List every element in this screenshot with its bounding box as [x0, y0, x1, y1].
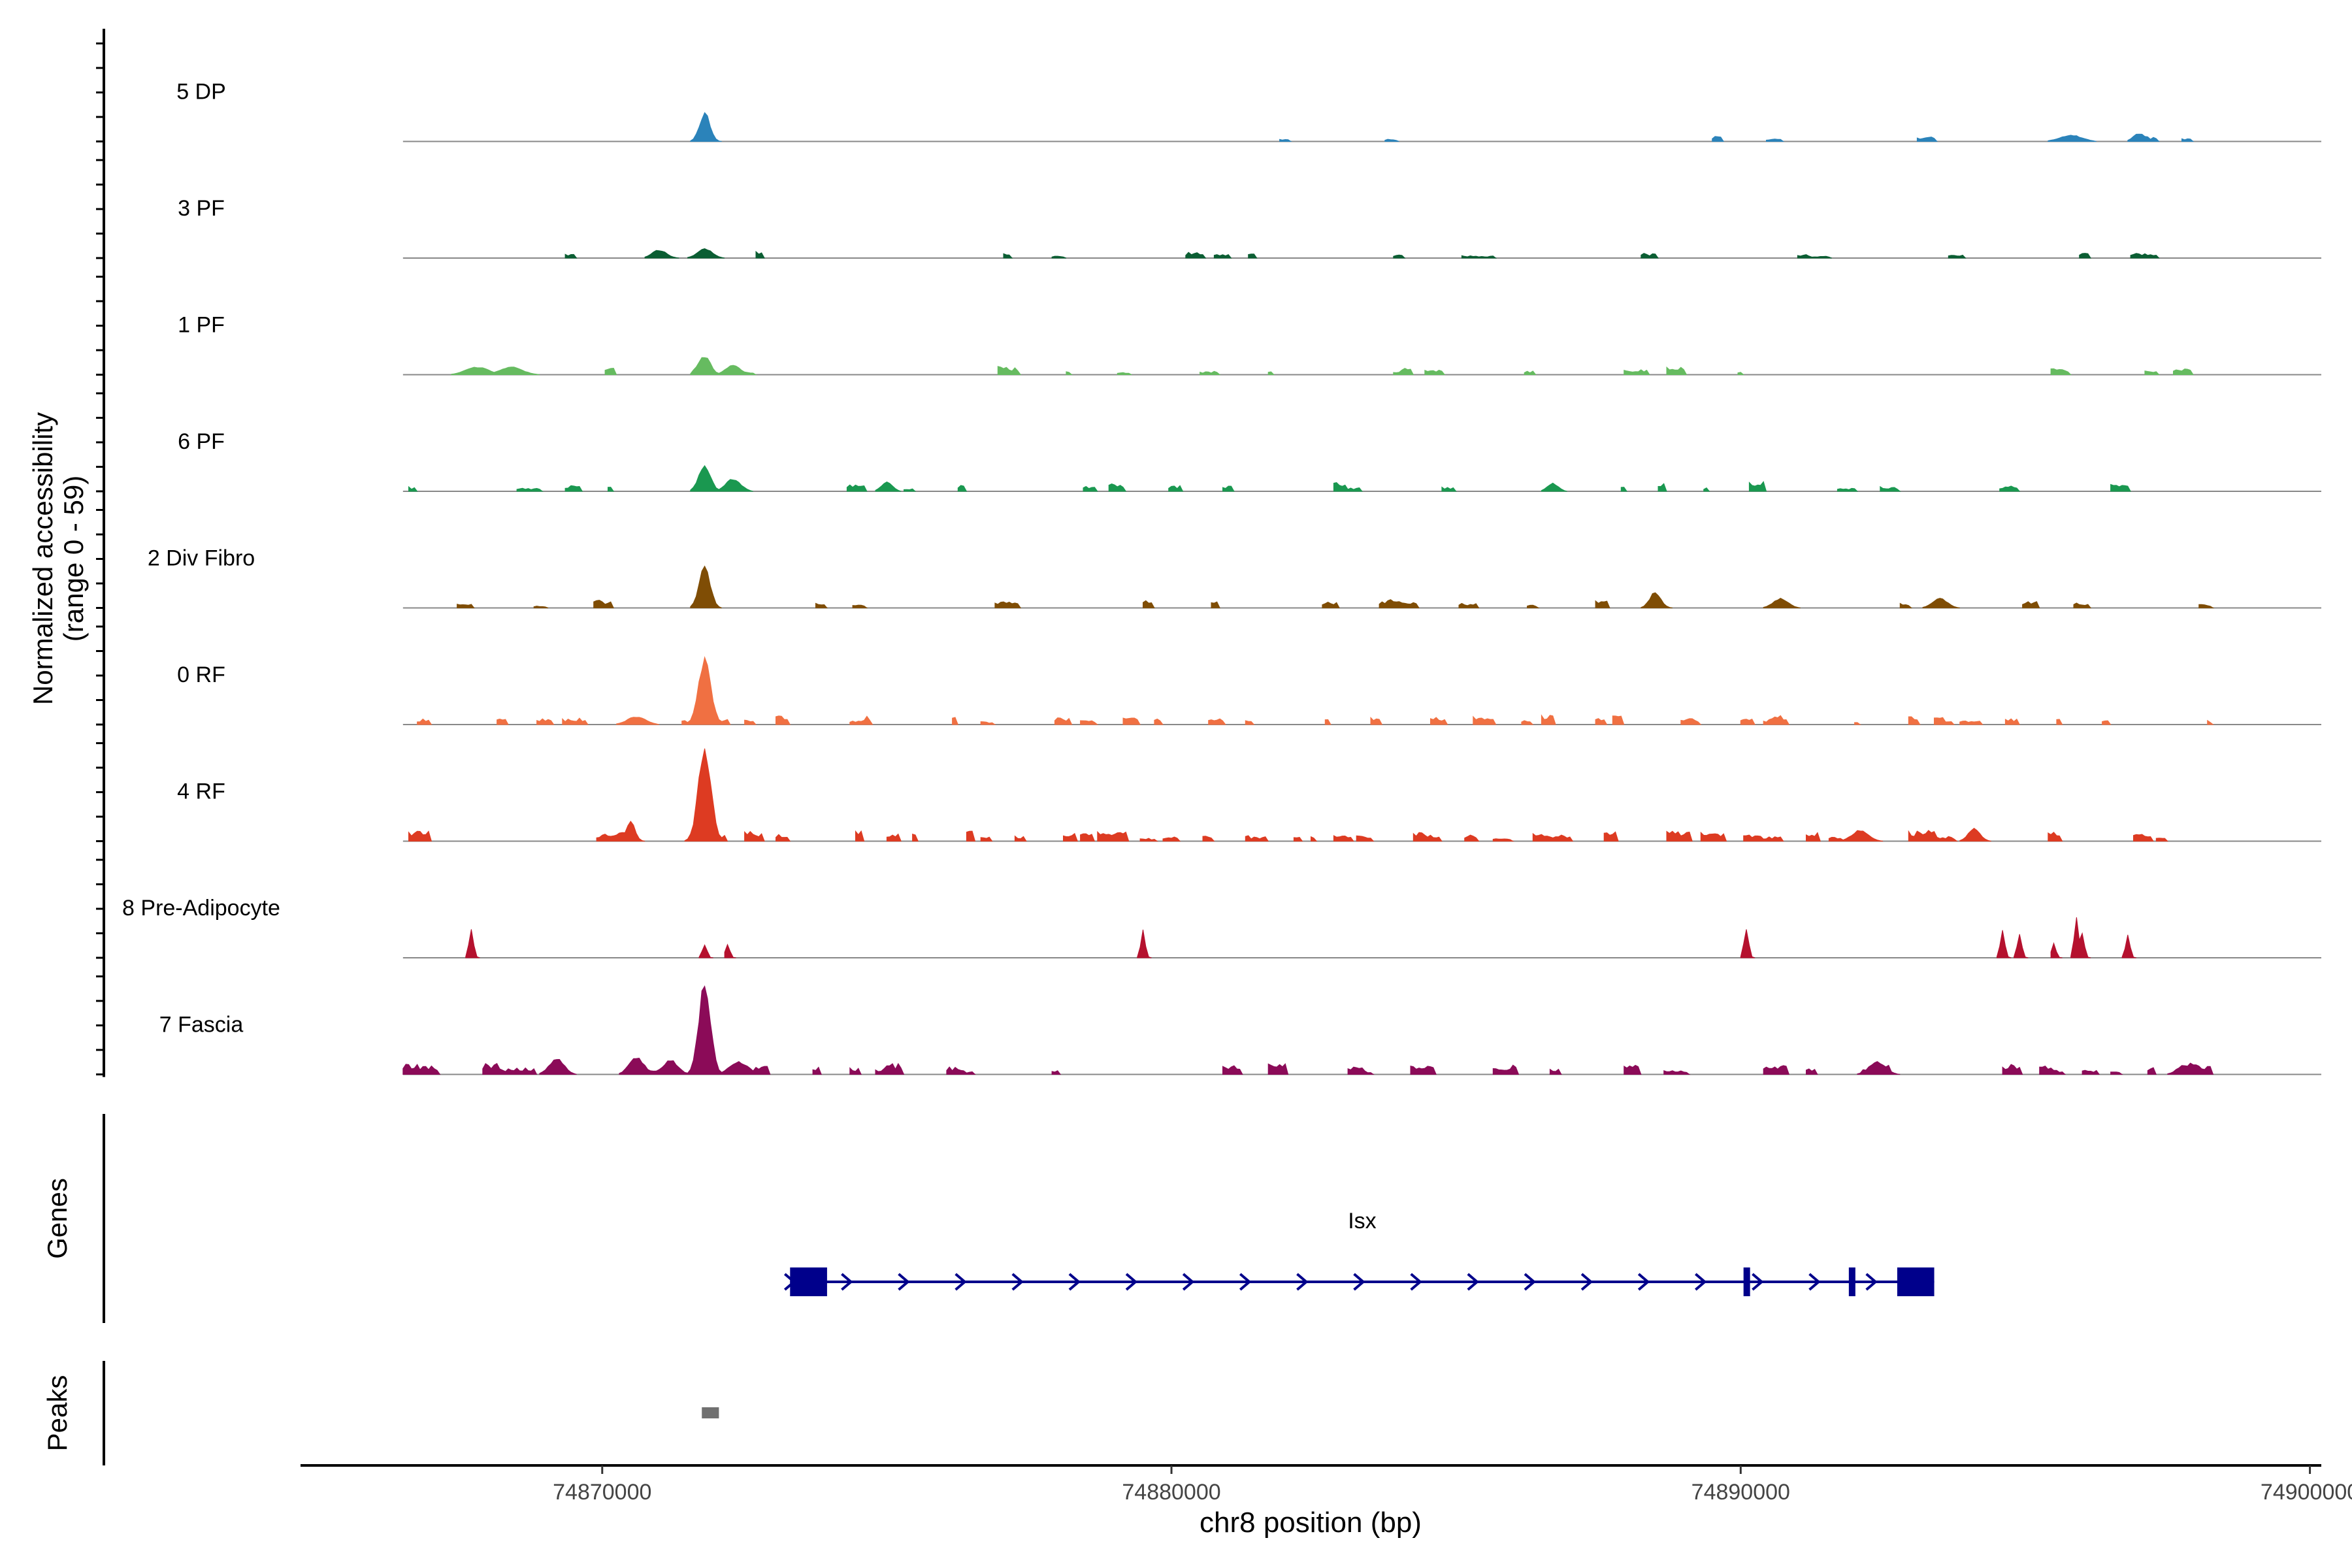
x-tick-label: 74880000 [1122, 1480, 1220, 1505]
strand-arrow [1808, 1273, 1821, 1291]
strand-arrow [841, 1273, 853, 1291]
genes-panel-label: Genes [42, 1178, 73, 1259]
peaks-panel: Peaks [42, 1361, 719, 1465]
track-label: 6 PF [178, 429, 225, 454]
strand-arrow [1524, 1273, 1537, 1291]
strand-arrow [1580, 1273, 1593, 1291]
strand-arrow [1752, 1273, 1764, 1291]
track-2-div-fibro: 2 Div Fibro [148, 546, 2321, 609]
track-8-pre-adipocyte: 8 Pre-Adipocyte [122, 896, 2321, 958]
tracks-y-axis [96, 29, 105, 1077]
track-label: 0 RF [177, 662, 225, 687]
y-axis-label-range: (range 0 - 59) [58, 476, 89, 642]
x-tick-label: 74890000 [1691, 1480, 1790, 1505]
coverage-area [408, 748, 2169, 841]
track-label: 2 Div Fibro [148, 546, 255, 571]
track-label: 1 PF [178, 313, 225, 338]
strand-arrow [1239, 1273, 1252, 1291]
track-label: 4 RF [177, 779, 225, 804]
gene-name: Isx [1348, 1209, 1376, 1233]
x-axis-label: chr8 position (bp) [1200, 1507, 1422, 1539]
track-6-pf: 6 PF [178, 429, 2321, 492]
strand-arrow [1410, 1273, 1422, 1291]
strand-arrow [1353, 1273, 1365, 1291]
coverage-area [408, 465, 2131, 492]
accessibility-tracks: 5 DP 3 PF 1 PF 6 PF 2 Div Fibro 0 RF 4 RF 8 Pre… [122, 80, 2321, 1075]
coverage-area [690, 112, 2195, 142]
strand-arrow [1182, 1273, 1195, 1291]
strand-arrow [1637, 1273, 1650, 1291]
coverage-area [402, 985, 2214, 1075]
strand-arrow [1695, 1273, 1707, 1291]
gene-exon [1897, 1267, 1935, 1296]
gene-exon [790, 1267, 827, 1296]
track-3-pf: 3 PF [178, 196, 2321, 259]
coverage-area [564, 248, 2160, 259]
track-4-rf: 4 RF [177, 748, 2321, 842]
gene-exon [1743, 1267, 1750, 1296]
strand-arrow [1865, 1273, 1878, 1291]
coverage-area [451, 357, 2194, 375]
x-tick-label: 74900000 [2261, 1480, 2352, 1505]
track-7-fascia: 7 Fascia [159, 985, 2321, 1075]
coverage-area [457, 565, 2215, 608]
gene-exon [1848, 1267, 1855, 1296]
track-0-rf: 0 RF [177, 656, 2321, 725]
coverage-area [465, 917, 2136, 958]
strand-arrow [1125, 1273, 1138, 1291]
track-label: 3 PF [178, 196, 225, 221]
strand-arrow [1068, 1273, 1081, 1291]
track-5-dp: 5 DP [176, 80, 2321, 142]
track-label: 7 Fascia [159, 1013, 244, 1037]
x-axis: 74870000 74880000 74890000 74900000 [301, 1464, 2352, 1505]
peak-region [702, 1407, 719, 1418]
strand-arrow [1296, 1273, 1309, 1291]
track-label: 5 DP [176, 80, 226, 105]
strand-arrow [1467, 1273, 1479, 1291]
track-1-pf: 1 PF [178, 313, 2321, 376]
coverage-area [417, 656, 2214, 725]
x-tick-label: 74870000 [553, 1480, 651, 1505]
strand-arrow [898, 1273, 910, 1291]
strand-arrow [955, 1273, 967, 1291]
y-axis-label: Normalized accessibility [27, 412, 58, 705]
strand-arrow [1011, 1273, 1024, 1291]
genes-panel: Genes Isx [42, 1114, 1935, 1323]
peaks-panel-label: Peaks [42, 1375, 73, 1452]
track-label: 8 Pre-Adipocyte [122, 896, 280, 921]
